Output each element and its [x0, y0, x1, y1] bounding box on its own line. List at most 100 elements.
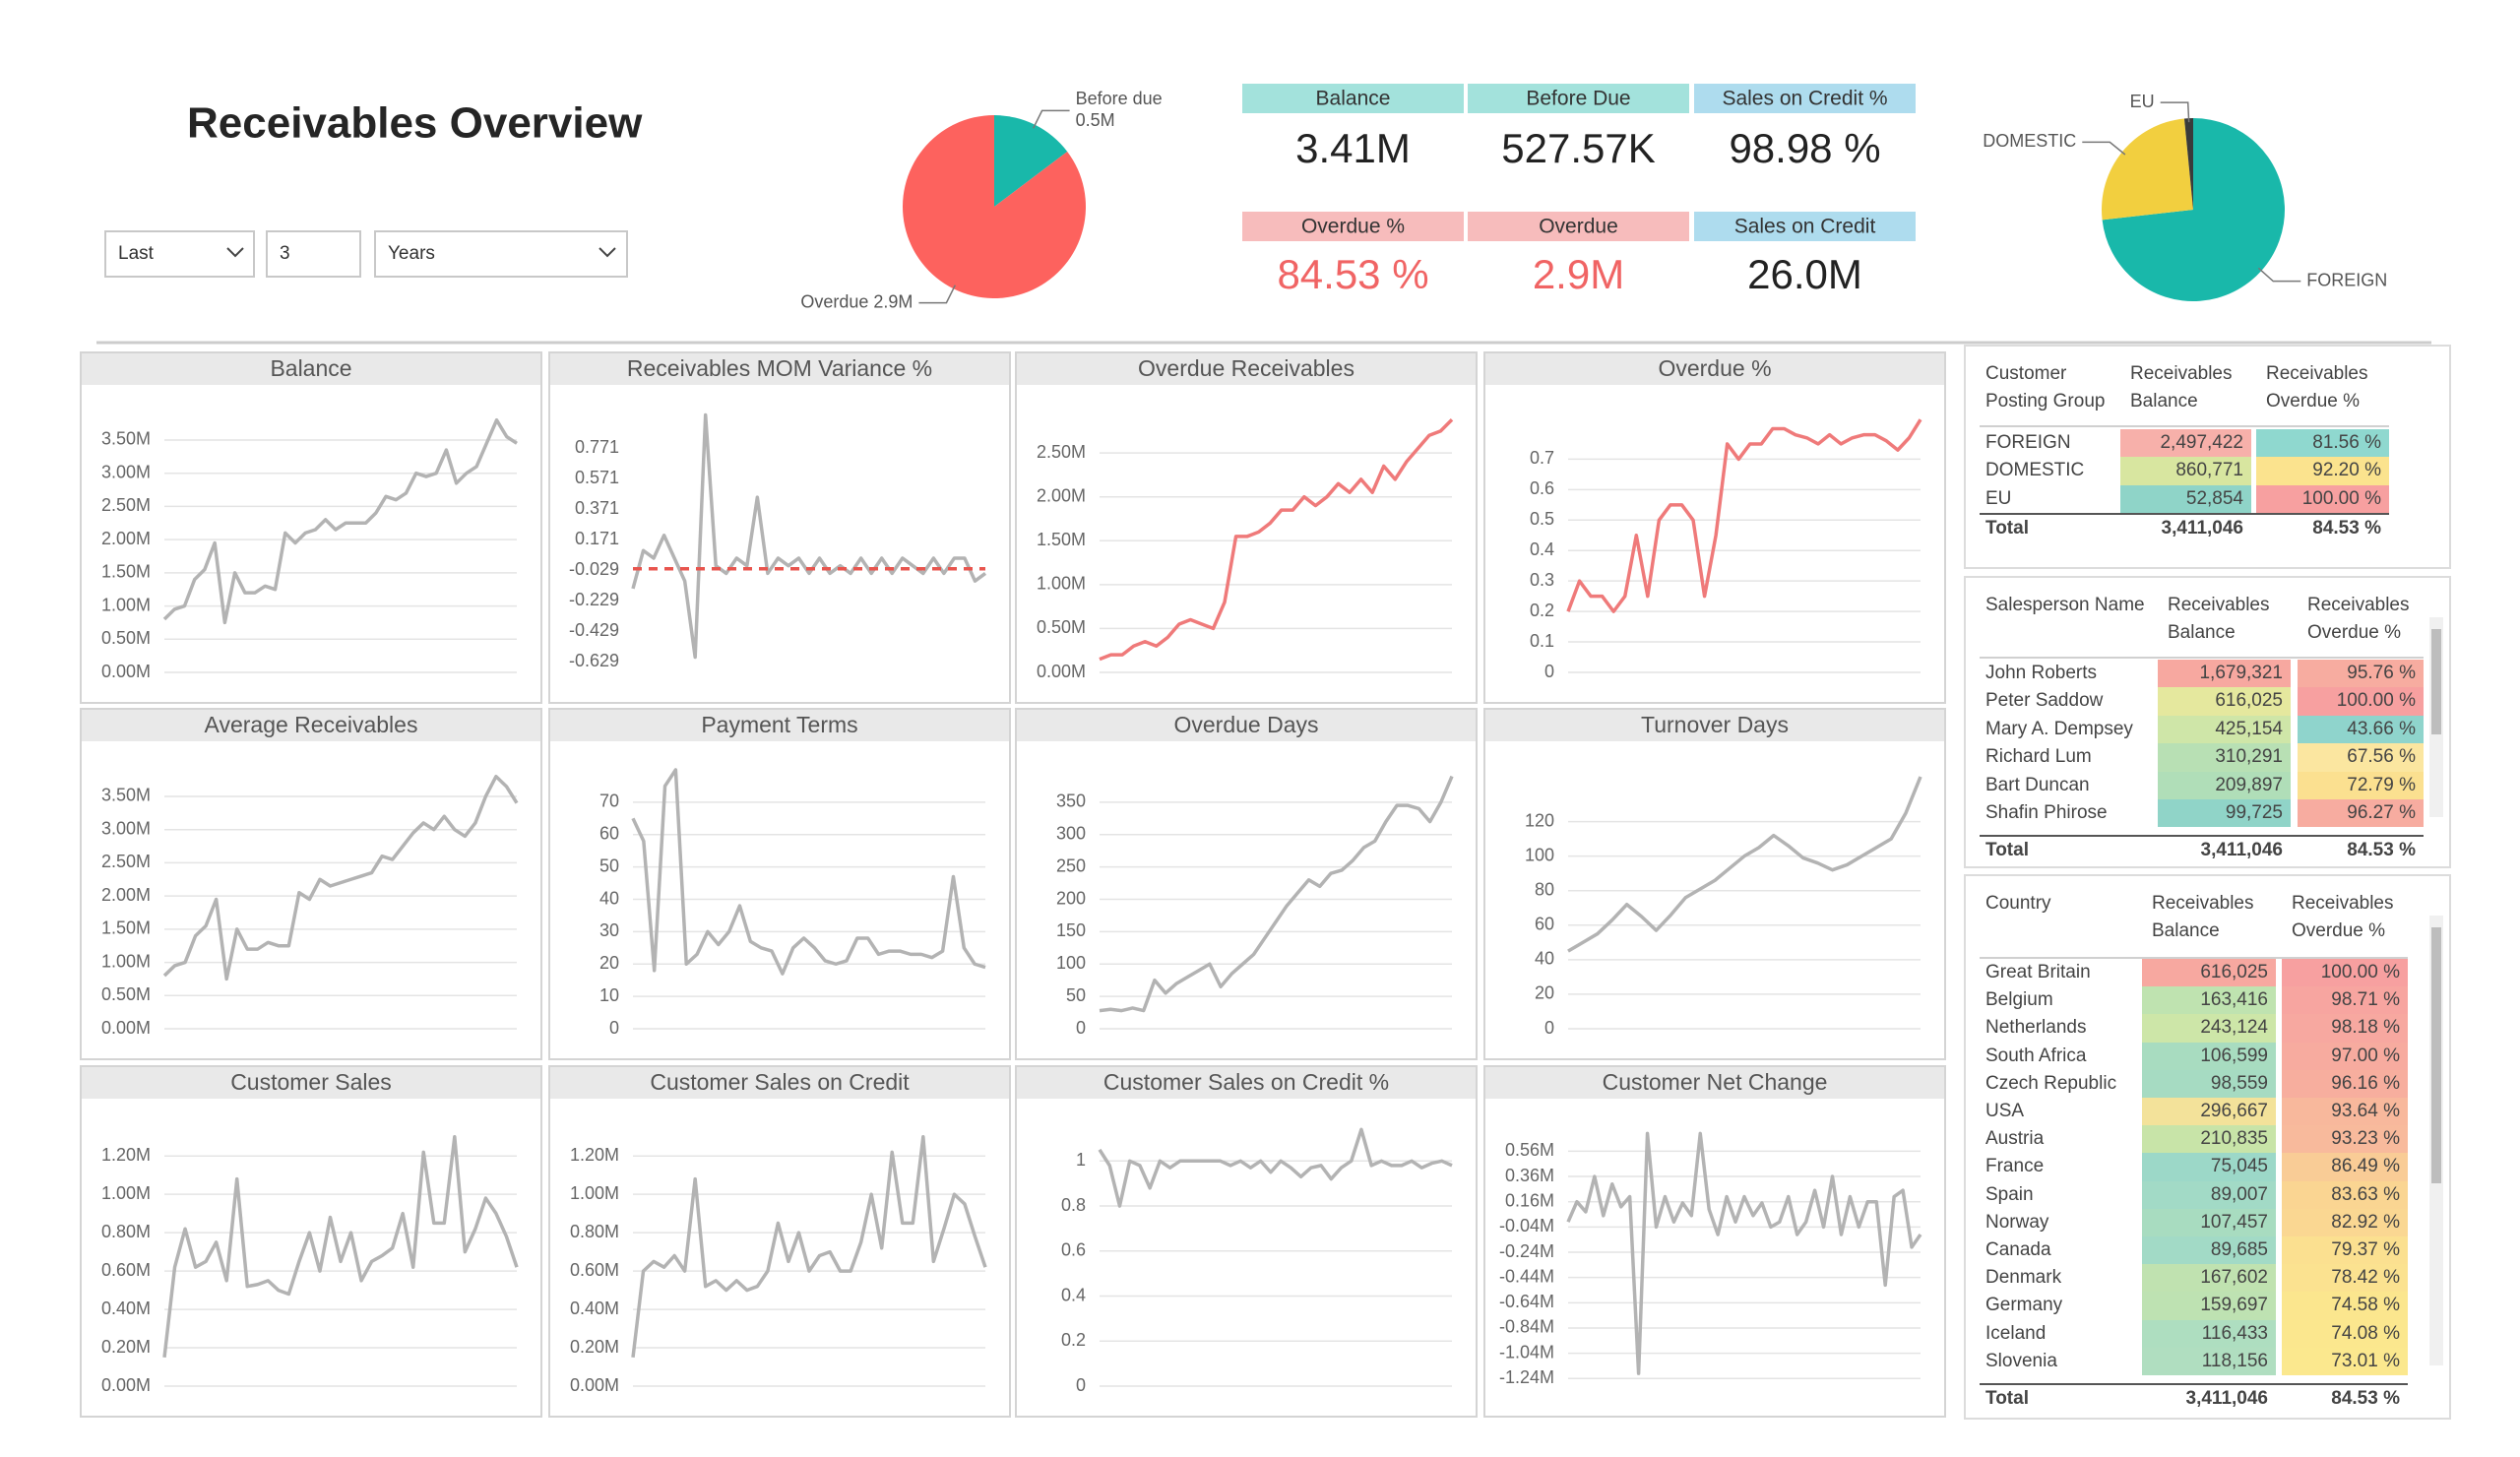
- y-tick-label: 0.00M: [101, 662, 151, 681]
- chart-panel: [80, 708, 542, 1060]
- leader-line: [2082, 141, 2126, 156]
- header-rule: [1980, 657, 2424, 659]
- y-tick-label: 0.171: [575, 529, 619, 548]
- kpi-header: [1242, 84, 1464, 113]
- y-tick-label: 1.20M: [570, 1145, 619, 1165]
- filter-unit[interactable]: Years: [388, 243, 435, 264]
- y-tick-label: 0.371: [575, 498, 619, 518]
- y-tick-label: 1.50M: [1037, 530, 1086, 549]
- chart-title: Overdue %: [1658, 355, 1771, 381]
- line-series: [1566, 1131, 1922, 1375]
- value-cell: 860,771: [2120, 457, 2251, 485]
- pie-label: Overdue 2.9M: [800, 291, 913, 311]
- line-series: [1566, 418, 1922, 613]
- value-cell: 96.16 %: [2282, 1069, 2408, 1098]
- value-cell: 167,602: [2142, 1264, 2276, 1293]
- kpi-header: [1468, 212, 1689, 241]
- line-series: [1098, 1127, 1453, 1208]
- chart-title: Customer Sales on Credit %: [1103, 1069, 1389, 1095]
- y-tick-label: 2.00M: [1037, 485, 1086, 505]
- chart-title: Customer Sales: [230, 1069, 392, 1095]
- y-tick-label: 200: [1056, 888, 1086, 908]
- kpi-label: Sales on Credit: [1734, 216, 1876, 238]
- y-tick-label: 300: [1056, 824, 1086, 844]
- row-label: Canada: [1985, 1239, 2051, 1260]
- row-label: Netherlands: [1985, 1017, 2087, 1039]
- table-panel: Salesperson Name Receivables Balance Recei…: [1964, 576, 2451, 868]
- total-cell: 3,411,046: [2120, 515, 2251, 542]
- y-tick-label: 0.2: [1061, 1330, 1086, 1350]
- y-tick-label: -0.44M: [1499, 1266, 1554, 1286]
- row-label: France: [1985, 1156, 2045, 1177]
- chart-panel: [80, 351, 542, 704]
- header-rule: [1980, 425, 2389, 427]
- y-tick-label: 0.3: [1530, 570, 1554, 590]
- chart-header: [1017, 353, 1476, 385]
- y-tick-label: 1.00M: [570, 1183, 619, 1203]
- value-cell: 616,025: [2158, 687, 2291, 716]
- y-tick-label: 100: [1056, 953, 1086, 973]
- chart-header: [1017, 1067, 1476, 1099]
- y-tick-label: -0.24M: [1499, 1241, 1554, 1261]
- leader-line: [2257, 267, 2301, 283]
- filter-count[interactable]: 3: [280, 243, 290, 264]
- pie-slice: [2102, 118, 2193, 221]
- filter-count-box[interactable]: [266, 230, 361, 278]
- chart-title: Customer Sales on Credit: [650, 1069, 910, 1095]
- y-tick-label: 2.00M: [101, 885, 151, 905]
- filter-mode-box[interactable]: [104, 230, 255, 278]
- total-cell: 84.53 %: [2256, 515, 2389, 542]
- row-label: Peter Saddow: [1985, 690, 2104, 712]
- value-cell: 89,007: [2142, 1180, 2276, 1209]
- total-rule: [1980, 513, 2389, 515]
- filter-unit-box[interactable]: [374, 230, 628, 278]
- y-tick-label: 120: [1525, 810, 1554, 830]
- chart-panel: [1483, 1065, 1946, 1418]
- y-tick-label: 0.80M: [101, 1222, 151, 1241]
- value-cell: 1,679,321: [2158, 660, 2291, 688]
- value-cell: 95.76 %: [2298, 660, 2424, 688]
- line-series: [162, 417, 518, 625]
- value-cell: 159,697: [2142, 1292, 2276, 1320]
- row-label: Norway: [1985, 1211, 2049, 1233]
- y-tick-label: 0.00M: [570, 1375, 619, 1395]
- value-cell: 99,725: [2158, 799, 2291, 828]
- value-cell: 75,045: [2142, 1153, 2276, 1181]
- value-cell: 118,156: [2142, 1347, 2276, 1375]
- value-cell: 93.64 %: [2282, 1098, 2408, 1126]
- y-tick-label: 0.36M: [1505, 1166, 1554, 1185]
- row-label: Richard Lum: [1985, 746, 2092, 768]
- y-tick-label: 0: [1544, 662, 1554, 681]
- y-tick-label: 30: [599, 920, 619, 940]
- y-tick-label: 1.00M: [101, 1183, 151, 1203]
- y-tick-label: 0.20M: [570, 1337, 619, 1357]
- chart-panel: [548, 708, 1011, 1060]
- chart-title: Receivables MOM Variance %: [627, 355, 932, 381]
- value-cell: 82.92 %: [2282, 1208, 2408, 1236]
- kpi-value: 98.98 %: [1729, 125, 1880, 171]
- column-header: Receivables Balance: [2130, 363, 2233, 412]
- chart-panel: [1015, 708, 1478, 1060]
- value-cell: 98.71 %: [2282, 986, 2408, 1015]
- row-label: Belgium: [1985, 989, 2053, 1011]
- line-series: [631, 768, 986, 976]
- total-cell: 3,411,046: [2142, 1385, 2276, 1413]
- line-series: [631, 412, 987, 660]
- value-cell: 107,457: [2142, 1208, 2276, 1236]
- filter-mode[interactable]: Last: [118, 243, 155, 264]
- line-series: [1099, 775, 1454, 1013]
- y-tick-label: -1.04M: [1499, 1342, 1554, 1362]
- line-series: [1567, 776, 1922, 953]
- value-cell: 92.20 %: [2256, 457, 2389, 485]
- chart-header: [1485, 710, 1944, 741]
- y-tick-label: 0: [1076, 1018, 1086, 1038]
- y-tick-label: 0.771: [575, 437, 619, 457]
- pie-slice: [2183, 118, 2193, 210]
- y-tick-label: 0.2: [1530, 601, 1554, 620]
- y-tick-label: 0.50M: [101, 628, 151, 648]
- row-label: DOMESTIC: [1985, 460, 2085, 481]
- leader-line: [1032, 109, 1070, 129]
- y-tick-label: 0.571: [575, 468, 619, 487]
- kpi-label: Overdue %: [1301, 216, 1405, 238]
- dropdown-chevron: [598, 247, 616, 258]
